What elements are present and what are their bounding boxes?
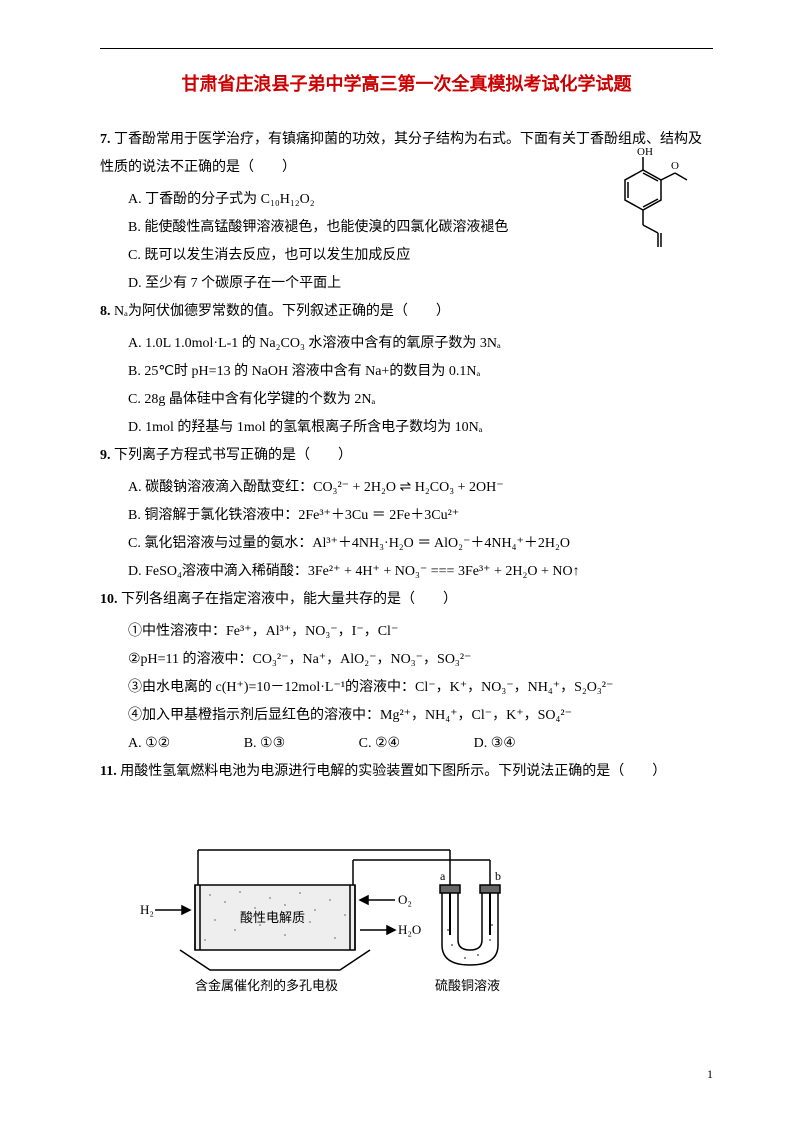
q8-option-a: A. 1.0L 1.0mol·L-1 的 Na₂CO₃ 水溶液中含有的氧原子数为… [100, 330, 713, 358]
electrode-label: 含金属催化剂的多孔电极 [195, 978, 338, 993]
question-9: 9. 下列离子方程式书写正确的是（ ） [100, 442, 713, 470]
q9-option-c: C. 氯化铝溶液与过量的氨水：Al³⁺＋4NH₃·H₂O ＝ AlO₂⁻＋4NH… [100, 530, 713, 558]
q10-line2: ②pH=11 的溶液中：CO₃²⁻，Na⁺，AlO₂⁻，NO₃⁻，SO₃²⁻ [100, 646, 713, 674]
q9-stem: 下列离子方程式书写正确的是（ ） [114, 448, 352, 463]
q10-option-a: A. ①② [128, 730, 170, 758]
q10-line3: ③由水电离的 c(H⁺)=10－12mol·L⁻¹的溶液中：Cl⁻，K⁺，NO₃… [100, 674, 713, 702]
q9-option-b: B. 铜溶解于氯化铁溶液中：2Fe³⁺＋3Cu ＝ 2Fe＋3Cu²⁺ [100, 502, 713, 530]
q8-option-b: B. 25℃时 pH=13 的 NaOH 溶液中含有 Na+的数目为 0.1Nₐ [100, 358, 713, 386]
electrode-a-label: a [440, 869, 446, 883]
q7-option-d: D. 至少有 7 个碳原子在一个平面上 [100, 270, 713, 298]
page-number: 1 [707, 1067, 713, 1082]
q8-num: 8. [100, 304, 111, 319]
q10-options: A. ①② B. ①③ C. ②④ D. ③④ [100, 730, 713, 758]
o2-label: O₂ [398, 892, 412, 907]
q11-num: 11. [100, 764, 117, 779]
q8-option-d: D. 1mol 的羟基与 1mol 的氢氧根离子所含电子数均为 10Nₐ [100, 414, 713, 442]
q7-num: 7. [100, 132, 111, 147]
page-content: 甘肃省庄浪县子弟中学高三第一次全真模拟考试化学试题 OH O 7. 丁香酚常用于… [0, 0, 793, 1045]
q8-option-c: C. 28g 晶体硅中含有化学键的个数为 2Nₐ [100, 386, 713, 414]
q8-stem: Nₐ为阿伏伽德罗常数的值。下列叙述正确的是（ ） [114, 304, 450, 319]
h2o-label: H₂O [398, 922, 421, 937]
molecule-oh-label: OH [637, 146, 653, 158]
electrode-b-label: b [495, 869, 501, 883]
q10-line1: ①中性溶液中：Fe³⁺，Al³⁺，NO₃⁻，I⁻，Cl⁻ [100, 618, 713, 646]
q11-stem: 用酸性氢氧燃料电池为电源进行电解的实验装置如下图所示。下列说法正确的是（ ） [120, 764, 666, 779]
q10-line4: ④加入甲基橙指示剂后显红色的溶液中：Mg²⁺，NH₄⁺，Cl⁻，K⁺，SO₄²⁻ [100, 702, 713, 730]
q9-num: 9. [100, 448, 111, 463]
question-11: 11. 用酸性氢氧燃料电池为电源进行电解的实验装置如下图所示。下列说法正确的是（… [100, 758, 713, 786]
q10-stem: 下列各组离子在指定溶液中，能大量共存的是（ ） [121, 592, 457, 607]
q9-option-d: D. FeSO₄溶液中滴入稀硝酸：3Fe²⁺ + 4H⁺ + NO₃⁻ === … [100, 558, 713, 586]
solution-label: 硫酸铜溶液 [435, 978, 500, 993]
q9-option-a: A. 碳酸钠溶液滴入酚酞变红：CO₃²⁻ + 2H₂O ⇌ H₂CO₃ + 2O… [100, 474, 713, 502]
question-10: 10. 下列各组离子在指定溶液中，能大量共存的是（ ） [100, 586, 713, 614]
electrolyte-label: 酸性电解质 [240, 910, 305, 925]
molecule-o-label: O [671, 160, 679, 172]
q7-stem: 丁香酚常用于医学治疗，有镇痛抑菌的功效，其分子结构为右式。下面有关丁香酚组成、结… [100, 132, 702, 175]
apparatus-diagram: H₂ O₂ H₂O 酸性电解质 含金属催化剂的多孔电极 [140, 830, 540, 1000]
q10-option-d: D. ③④ [474, 730, 516, 758]
q10-num: 10. [100, 592, 118, 607]
q10-option-c: C. ②④ [359, 730, 400, 758]
exam-title: 甘肃省庄浪县子弟中学高三第一次全真模拟考试化学试题 [100, 70, 713, 96]
question-8: 8. Nₐ为阿伏伽德罗常数的值。下列叙述正确的是（ ） [100, 298, 713, 326]
molecule-diagram: OH O [613, 145, 703, 255]
h2-label: H₂ [140, 902, 154, 917]
q10-option-b: B. ①③ [244, 730, 285, 758]
